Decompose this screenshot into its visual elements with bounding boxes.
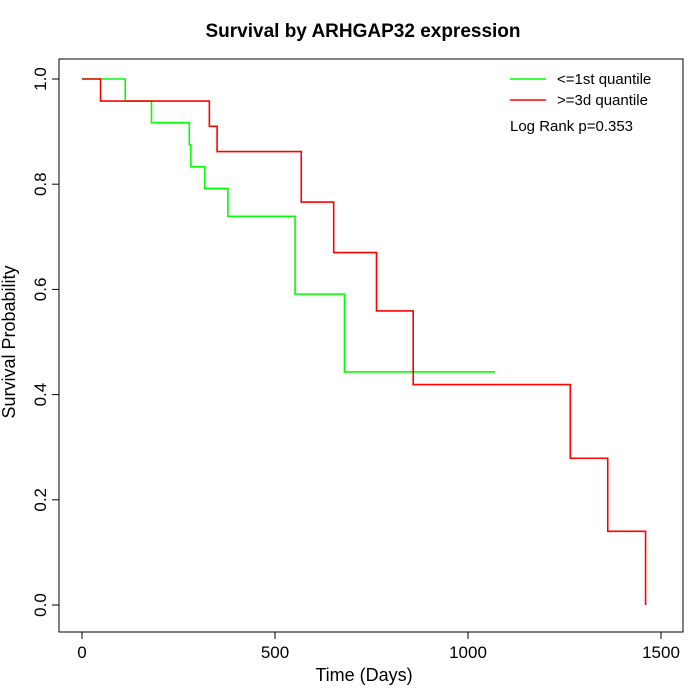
x-tick-label: 1000: [449, 643, 487, 662]
x-tick-label: 0: [77, 643, 86, 662]
series-layer: [82, 78, 647, 605]
x-axis: 0 500 1000 1500: [77, 631, 680, 662]
y-tick-label: 0.0: [31, 593, 50, 617]
y-tick-label: 0.8: [31, 172, 50, 196]
legend: <=1st quantile >=3d quantile: [510, 71, 651, 109]
series-line-high-quantile: [82, 78, 647, 605]
legend-label-high-quantile: >=3d quantile: [557, 92, 648, 109]
legend-label-low-quantile: <=1st quantile: [557, 71, 651, 88]
x-tick-label: 1500: [642, 643, 680, 662]
y-tick-label: 0.6: [31, 278, 50, 302]
chart-title: Survival by ARHGAP32 expression: [205, 21, 520, 42]
y-axis: 0.0 0.2 0.4 0.6 0.8 1.0: [31, 67, 60, 617]
x-tick-label: 500: [261, 643, 289, 662]
x-axis-label: Time (Days): [315, 665, 412, 685]
y-tick-label: 0.4: [31, 383, 50, 407]
y-tick-label: 0.2: [31, 488, 50, 512]
log-rank-annotation: Log Rank p=0.353: [510, 118, 633, 135]
y-tick-label: 1.0: [31, 67, 50, 91]
y-axis-label: Survival Probability: [0, 265, 19, 418]
